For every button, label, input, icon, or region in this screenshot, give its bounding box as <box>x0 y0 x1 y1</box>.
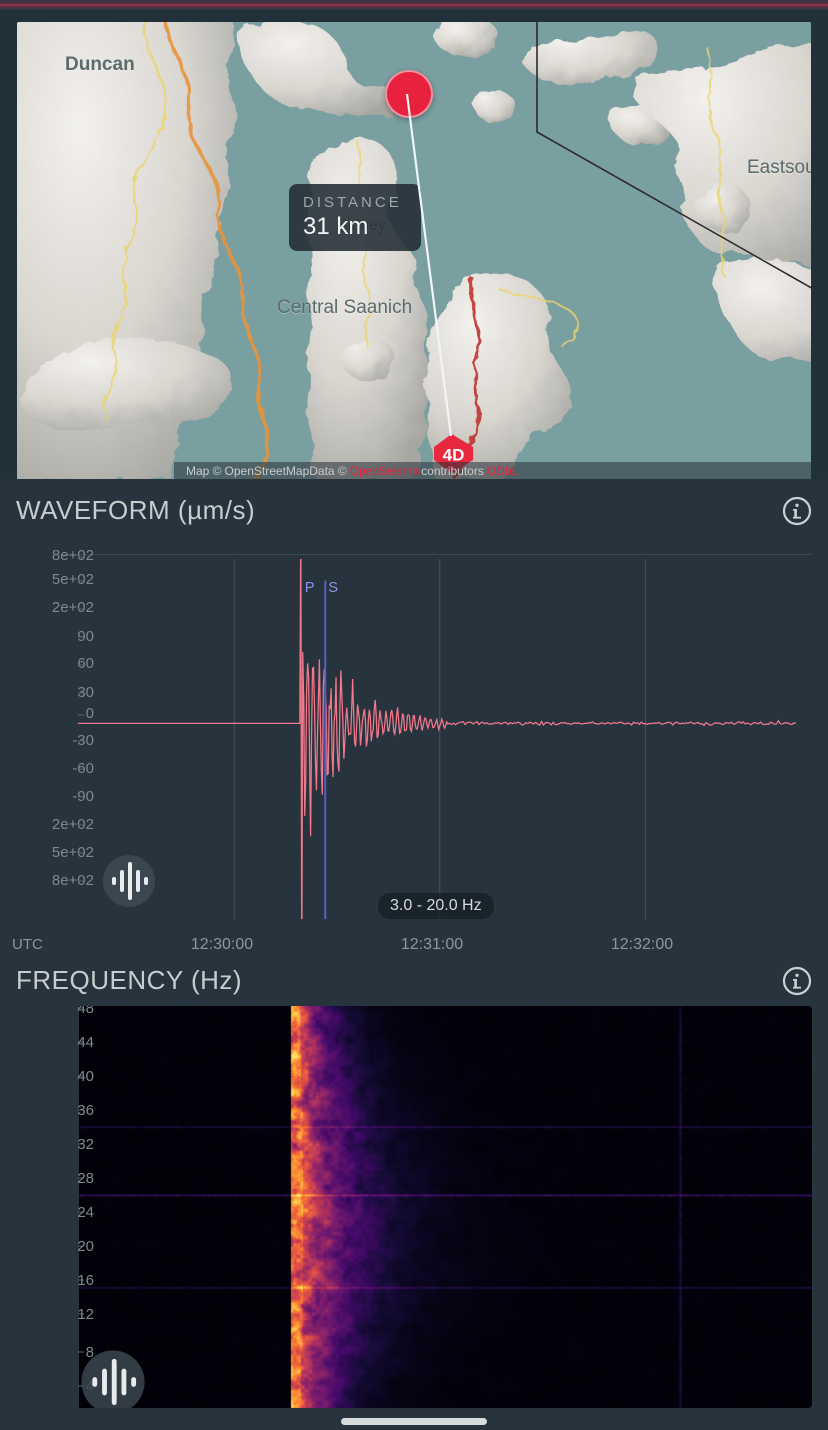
svg-text:S: S <box>328 580 338 596</box>
svg-text:P: P <box>305 580 315 596</box>
